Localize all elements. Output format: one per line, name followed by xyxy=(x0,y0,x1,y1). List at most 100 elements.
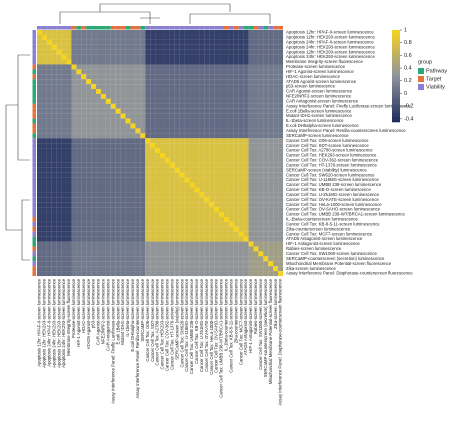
heatmap-cell xyxy=(278,143,284,149)
heatmap-cell xyxy=(66,177,72,183)
heatmap-cell xyxy=(189,98,195,104)
heatmap-cell xyxy=(248,177,254,183)
heatmap-cell xyxy=(209,266,215,272)
column-label: Cancer Cell Tox: A2780-screen luminescen… xyxy=(155,278,160,365)
heatmap-cell xyxy=(155,231,161,237)
heatmap-cell xyxy=(125,69,131,75)
heatmap-cell xyxy=(130,241,136,247)
heatmap-cell xyxy=(243,103,249,109)
heatmap-cell xyxy=(169,39,175,45)
heatmap-cell xyxy=(194,84,200,90)
heatmap-cell xyxy=(228,118,234,124)
heatmap-cell xyxy=(160,30,165,35)
heatmap-cell xyxy=(100,182,106,188)
heatmap-cell xyxy=(150,216,156,222)
column-label: ATAD5 Antagonist-screen luminescence xyxy=(243,278,248,355)
heatmap-cell xyxy=(120,128,126,134)
heatmap-cell xyxy=(248,54,254,60)
colorbar-segment xyxy=(392,57,400,61)
heatmap-cell xyxy=(253,123,259,129)
heatmap-cell xyxy=(130,157,136,163)
heatmap-cell xyxy=(105,241,111,247)
heatmap-cell xyxy=(253,118,259,124)
heatmap-cell xyxy=(174,216,180,222)
heatmap-cell xyxy=(204,197,210,203)
group-bar xyxy=(32,133,36,139)
group-bar xyxy=(32,246,36,252)
heatmap-cell xyxy=(160,39,165,45)
heatmap-cell xyxy=(160,246,165,252)
heatmap-cell xyxy=(253,212,259,218)
heatmap-cell xyxy=(223,167,229,173)
group-bar xyxy=(32,69,36,75)
heatmap-cell xyxy=(169,182,175,188)
heatmap-cell xyxy=(37,256,42,262)
heatmap-cell xyxy=(164,192,170,198)
heatmap-cell xyxy=(233,79,239,85)
heatmap-cell xyxy=(135,84,141,90)
heatmap-cell xyxy=(61,113,67,119)
heatmap-cell xyxy=(150,256,156,262)
heatmap-cell xyxy=(86,226,92,232)
heatmap-cell xyxy=(66,212,72,218)
heatmap-cell xyxy=(120,266,126,272)
heatmap-cell xyxy=(248,236,254,242)
heatmap-cell xyxy=(51,216,57,222)
heatmap-cell xyxy=(37,34,42,40)
row-label: ATAD5 Antagonist-screen luminescence xyxy=(286,236,363,241)
heatmap-cell xyxy=(214,256,220,262)
heatmap-cell xyxy=(204,44,210,50)
heatmap-cell xyxy=(66,143,72,149)
column-label: Cancer Cell Tox: COV-362-screen luminesc… xyxy=(165,278,170,371)
heatmap-cell xyxy=(115,123,121,129)
heatmap-cell xyxy=(189,118,195,124)
heatmap-cell xyxy=(160,167,165,173)
heatmap-cell xyxy=(96,187,102,193)
heatmap-cell xyxy=(125,212,131,218)
heatmap-cell xyxy=(51,266,57,272)
heatmap-cell xyxy=(145,271,151,277)
heatmap-cell xyxy=(223,118,229,124)
heatmap-cell xyxy=(100,167,106,173)
heatmap-cell xyxy=(238,271,244,277)
legend-swatch xyxy=(418,68,424,74)
heatmap-cell xyxy=(110,123,116,129)
heatmap-cell xyxy=(71,226,77,232)
heatmap-cell xyxy=(164,157,170,163)
heatmap-cell xyxy=(209,128,215,134)
heatmap-cell xyxy=(199,216,205,222)
heatmap-cell xyxy=(278,192,284,198)
heatmap-cell xyxy=(110,246,116,252)
heatmap-cell xyxy=(174,241,180,247)
heatmap-cell xyxy=(135,128,141,134)
heatmap-cell xyxy=(81,108,87,114)
group-bar xyxy=(145,26,151,30)
heatmap-cell xyxy=(76,157,82,163)
colorbar-segment xyxy=(392,48,400,51)
heatmap-cell xyxy=(278,241,284,247)
heatmap-cell xyxy=(160,153,165,158)
heatmap-cell xyxy=(100,192,106,198)
heatmap-cell xyxy=(100,153,106,158)
heatmap-cell xyxy=(223,212,229,218)
heatmap-cell xyxy=(51,39,57,45)
heatmap-cell xyxy=(91,148,97,154)
heatmap-cell xyxy=(150,49,156,55)
heatmap-cell xyxy=(184,192,190,198)
heatmap-cell xyxy=(263,231,269,237)
heatmap-cell xyxy=(56,153,62,158)
heatmap-cell xyxy=(194,182,200,188)
colorbar-segment xyxy=(392,32,400,35)
heatmap-cell xyxy=(140,177,146,183)
heatmap-cell xyxy=(160,79,165,85)
heatmap-cell xyxy=(81,118,87,124)
heatmap-cell xyxy=(258,143,264,149)
heatmap-cell xyxy=(115,187,121,193)
heatmap-cell xyxy=(105,153,111,158)
heatmap-cell xyxy=(219,216,225,222)
heatmap-cell xyxy=(223,153,229,158)
heatmap-cell xyxy=(150,138,156,144)
heatmap-cell xyxy=(219,172,225,178)
heatmap-cell xyxy=(243,197,249,203)
heatmap-cell xyxy=(135,54,141,60)
